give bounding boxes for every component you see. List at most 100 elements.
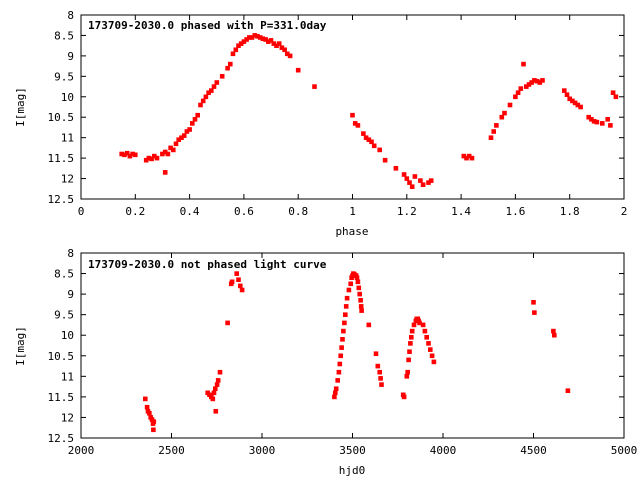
data-point <box>154 155 160 161</box>
x-tick-label: 3500 <box>339 444 366 457</box>
x-tick-label: 1.8 <box>560 205 580 218</box>
phased-plot-frame <box>80 14 625 200</box>
data-point <box>151 427 156 433</box>
data-point <box>375 363 381 369</box>
data-point <box>407 349 412 355</box>
data-point <box>144 404 150 410</box>
data-point <box>356 285 362 291</box>
data-point <box>420 322 426 328</box>
data-point <box>613 94 619 100</box>
data-point <box>418 178 423 183</box>
data-point <box>502 110 507 116</box>
data-point <box>610 90 616 95</box>
data-point <box>594 119 600 125</box>
y-tick-label: 9 <box>67 50 74 63</box>
data-point <box>378 376 383 381</box>
data-point <box>234 271 239 276</box>
data-point <box>165 151 171 157</box>
x-tick-label: 2000 <box>68 444 95 457</box>
data-point <box>491 129 497 134</box>
y-tick-label: 9.5 <box>54 309 74 322</box>
data-point <box>358 304 364 309</box>
data-point <box>429 353 435 359</box>
data-point <box>162 170 168 175</box>
unphased-data-points <box>143 271 571 433</box>
y-tick-label: 10 <box>61 329 74 342</box>
data-point <box>531 299 536 305</box>
y-tick-label: 10.5 <box>48 350 75 363</box>
y-tick-label: 12.5 <box>48 432 75 445</box>
data-point <box>431 359 437 365</box>
data-point <box>219 74 225 79</box>
data-point <box>233 47 239 53</box>
data-point <box>411 322 417 328</box>
data-point <box>361 131 366 136</box>
data-point <box>499 114 505 120</box>
data-point <box>521 61 526 67</box>
y-tick-label: 8 <box>67 247 74 260</box>
data-point <box>540 78 545 83</box>
data-point <box>230 51 236 57</box>
phased-axis-ticks: 0 0.2 0.4 0.6 0.8 1 1.2 1.4 1.6 1.8 2 8 8.5 9 9.5 10 10.… <box>48 9 628 218</box>
data-point <box>404 373 410 379</box>
data-point <box>379 382 384 387</box>
data-point <box>377 147 383 153</box>
data-point <box>210 396 216 402</box>
unphased-axis-ticks: 2000 2500 3000 3500 4000 4500 5000 8 8.5 9 9.5 10 10… <box>48 247 638 457</box>
x-tick-label: 0.6 <box>234 205 254 218</box>
data-point <box>599 121 605 126</box>
y-tick-label: 11.5 <box>48 391 75 404</box>
data-point <box>412 174 418 179</box>
phased-y-axis-label: I[mag] <box>14 87 27 127</box>
data-point <box>354 275 360 281</box>
data-point <box>213 408 219 414</box>
data-point <box>276 41 282 46</box>
x-tick-label: 1 <box>349 205 356 218</box>
data-point <box>268 38 274 43</box>
data-point <box>409 328 415 334</box>
phased-x-axis-label: phase <box>335 225 368 238</box>
data-point <box>408 341 413 346</box>
data-point <box>337 361 343 367</box>
data-point <box>200 98 206 104</box>
data-point <box>147 410 152 416</box>
data-point <box>333 386 339 392</box>
data-point <box>236 277 241 283</box>
data-point <box>215 378 221 383</box>
data-point <box>405 369 411 375</box>
y-tick-label: 8 <box>67 9 74 22</box>
data-point <box>187 127 192 132</box>
y-tick-label: 12 <box>61 173 74 186</box>
y-tick-label: 8.5 <box>54 29 74 42</box>
data-point <box>426 341 431 346</box>
y-tick-label: 10 <box>61 91 74 104</box>
y-tick-label: 11 <box>61 132 74 145</box>
data-point <box>561 88 567 93</box>
data-point <box>488 135 494 140</box>
data-point <box>564 92 570 97</box>
x-tick-label: 0 <box>78 205 85 218</box>
data-point <box>192 117 198 122</box>
data-point <box>282 47 287 53</box>
x-tick-label: 4000 <box>430 444 457 457</box>
y-tick-label: 12 <box>61 411 74 424</box>
data-point <box>203 94 209 100</box>
data-point <box>209 88 214 93</box>
data-point <box>427 347 433 352</box>
data-point <box>605 117 611 122</box>
data-point <box>515 90 521 95</box>
y-tick-label: 8.5 <box>54 268 74 281</box>
x-tick-label: 1.4 <box>451 205 471 218</box>
unphased-y-axis-label: I[mag] <box>14 326 27 366</box>
data-point <box>190 121 195 126</box>
y-tick-label: 9 <box>67 288 74 301</box>
data-point <box>401 172 407 177</box>
data-point <box>229 279 235 285</box>
data-point <box>348 281 354 287</box>
data-point <box>211 84 217 89</box>
data-point <box>211 390 217 396</box>
data-point <box>295 67 301 73</box>
data-point <box>195 112 200 118</box>
data-point <box>214 80 220 85</box>
data-point <box>350 112 355 118</box>
